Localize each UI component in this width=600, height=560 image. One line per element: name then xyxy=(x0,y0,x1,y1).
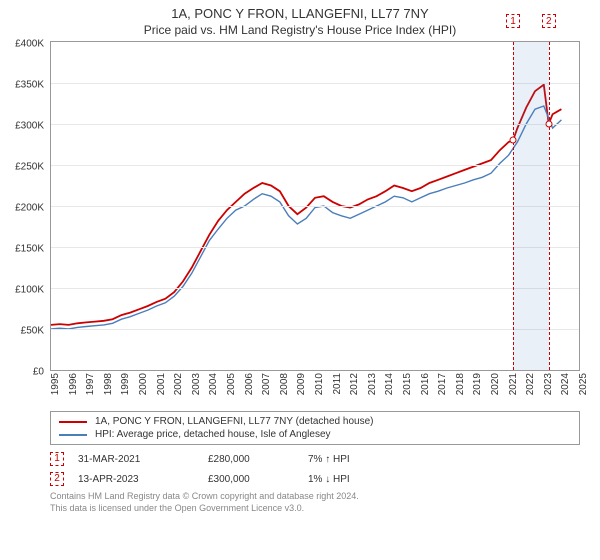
data-point-date: 13-APR-2023 xyxy=(78,474,208,485)
y-tick-label: £250K xyxy=(0,162,44,173)
x-tick-label: 2022 xyxy=(525,373,536,395)
x-tick-label: 2011 xyxy=(332,373,343,395)
data-point-marker: 1 xyxy=(50,452,64,466)
marker-dot xyxy=(545,121,552,128)
x-tick-label: 2015 xyxy=(402,373,413,395)
x-tick-label: 2014 xyxy=(384,373,395,395)
marker-box: 2 xyxy=(542,14,556,28)
x-tick-label: 2006 xyxy=(244,373,255,395)
x-tick-label: 2005 xyxy=(226,373,237,395)
x-tick-label: 2008 xyxy=(279,373,290,395)
marker-vline xyxy=(549,42,550,370)
gridline xyxy=(51,124,579,125)
legend-swatch xyxy=(59,434,87,436)
x-tick-label: 2013 xyxy=(367,373,378,395)
chart-plot-area: 12 xyxy=(50,41,580,371)
legend-item: 1A, PONC Y FRON, LLANGEFNI, LL77 7NY (de… xyxy=(59,415,571,428)
x-tick-label: 2024 xyxy=(560,373,571,395)
x-tick-label: 2017 xyxy=(437,373,448,395)
legend: 1A, PONC Y FRON, LLANGEFNI, LL77 7NY (de… xyxy=(50,411,580,445)
marker-vline xyxy=(513,42,514,370)
data-point-row: 2 13-APR-2023£300,0001% ↓ HPI xyxy=(50,469,580,489)
data-point-date: 31-MAR-2021 xyxy=(78,454,208,465)
data-point-delta: 7% ↑ HPI xyxy=(308,454,408,465)
footnote: Contains HM Land Registry data © Crown c… xyxy=(50,491,580,514)
gridline xyxy=(51,247,579,248)
legend-label: HPI: Average price, detached house, Isle… xyxy=(95,429,331,440)
x-tick-label: 2018 xyxy=(455,373,466,395)
footnote-line: This data is licensed under the Open Gov… xyxy=(50,503,580,515)
x-tick-label: 2002 xyxy=(173,373,184,395)
x-tick-label: 2012 xyxy=(349,373,360,395)
y-tick-label: £350K xyxy=(0,80,44,91)
shaded-region xyxy=(513,42,549,370)
x-tick-label: 2010 xyxy=(314,373,325,395)
x-tick-label: 1995 xyxy=(50,373,61,395)
x-tick-label: 2020 xyxy=(490,373,501,395)
gridline xyxy=(51,288,579,289)
x-tick-label: 2025 xyxy=(578,373,589,395)
y-tick-label: £100K xyxy=(0,285,44,296)
footnote-line: Contains HM Land Registry data © Crown c… xyxy=(50,491,580,503)
x-tick-label: 1999 xyxy=(120,373,131,395)
x-tick-label: 1996 xyxy=(68,373,79,395)
data-point-row: 1 31-MAR-2021£280,0007% ↑ HPI xyxy=(50,449,580,469)
data-point-price: £280,000 xyxy=(208,454,308,465)
x-tick-label: 2009 xyxy=(296,373,307,395)
x-tick-label: 2000 xyxy=(138,373,149,395)
y-tick-label: £50K xyxy=(0,326,44,337)
x-tick-label: 1997 xyxy=(85,373,96,395)
series-line-hpi xyxy=(51,106,561,329)
gridline xyxy=(51,165,579,166)
x-axis: 1995 1996 1997 1998 1999 2000 2001 2002 2003 2004… xyxy=(50,371,580,407)
marker-box: 1 xyxy=(506,14,520,28)
gridline xyxy=(51,206,579,207)
marker-dot xyxy=(510,137,517,144)
data-point-delta: 1% ↓ HPI xyxy=(308,474,408,485)
x-tick-label: 2004 xyxy=(208,373,219,395)
gridline xyxy=(51,83,579,84)
legend-swatch xyxy=(59,421,87,423)
y-axis: £0£50K£100K£150K£200K£250K£300K£350K£400… xyxy=(0,44,48,374)
legend-label: 1A, PONC Y FRON, LLANGEFNI, LL77 7NY (de… xyxy=(95,416,373,427)
legend-item: HPI: Average price, detached house, Isle… xyxy=(59,428,571,441)
x-tick-label: 2007 xyxy=(261,373,272,395)
data-point-price: £300,000 xyxy=(208,474,308,485)
chart-container: 1A, PONC Y FRON, LLANGEFNI, LL77 7NY Pri… xyxy=(0,0,600,560)
x-tick-label: 2021 xyxy=(508,373,519,395)
y-tick-label: £150K xyxy=(0,244,44,255)
x-tick-label: 2016 xyxy=(420,373,431,395)
y-tick-label: £200K xyxy=(0,203,44,214)
x-tick-label: 2003 xyxy=(191,373,202,395)
gridline xyxy=(51,329,579,330)
x-tick-label: 2019 xyxy=(472,373,483,395)
y-tick-label: £300K xyxy=(0,121,44,132)
data-point-rows: 1 31-MAR-2021£280,0007% ↑ HPI 2 13-APR-2023… xyxy=(50,449,580,489)
x-tick-label: 1998 xyxy=(103,373,114,395)
x-tick-label: 2001 xyxy=(156,373,167,395)
data-point-marker: 2 xyxy=(50,472,64,486)
y-tick-label: £400K xyxy=(0,39,44,50)
x-tick-label: 2023 xyxy=(543,373,554,395)
y-tick-label: £0 xyxy=(0,367,44,378)
